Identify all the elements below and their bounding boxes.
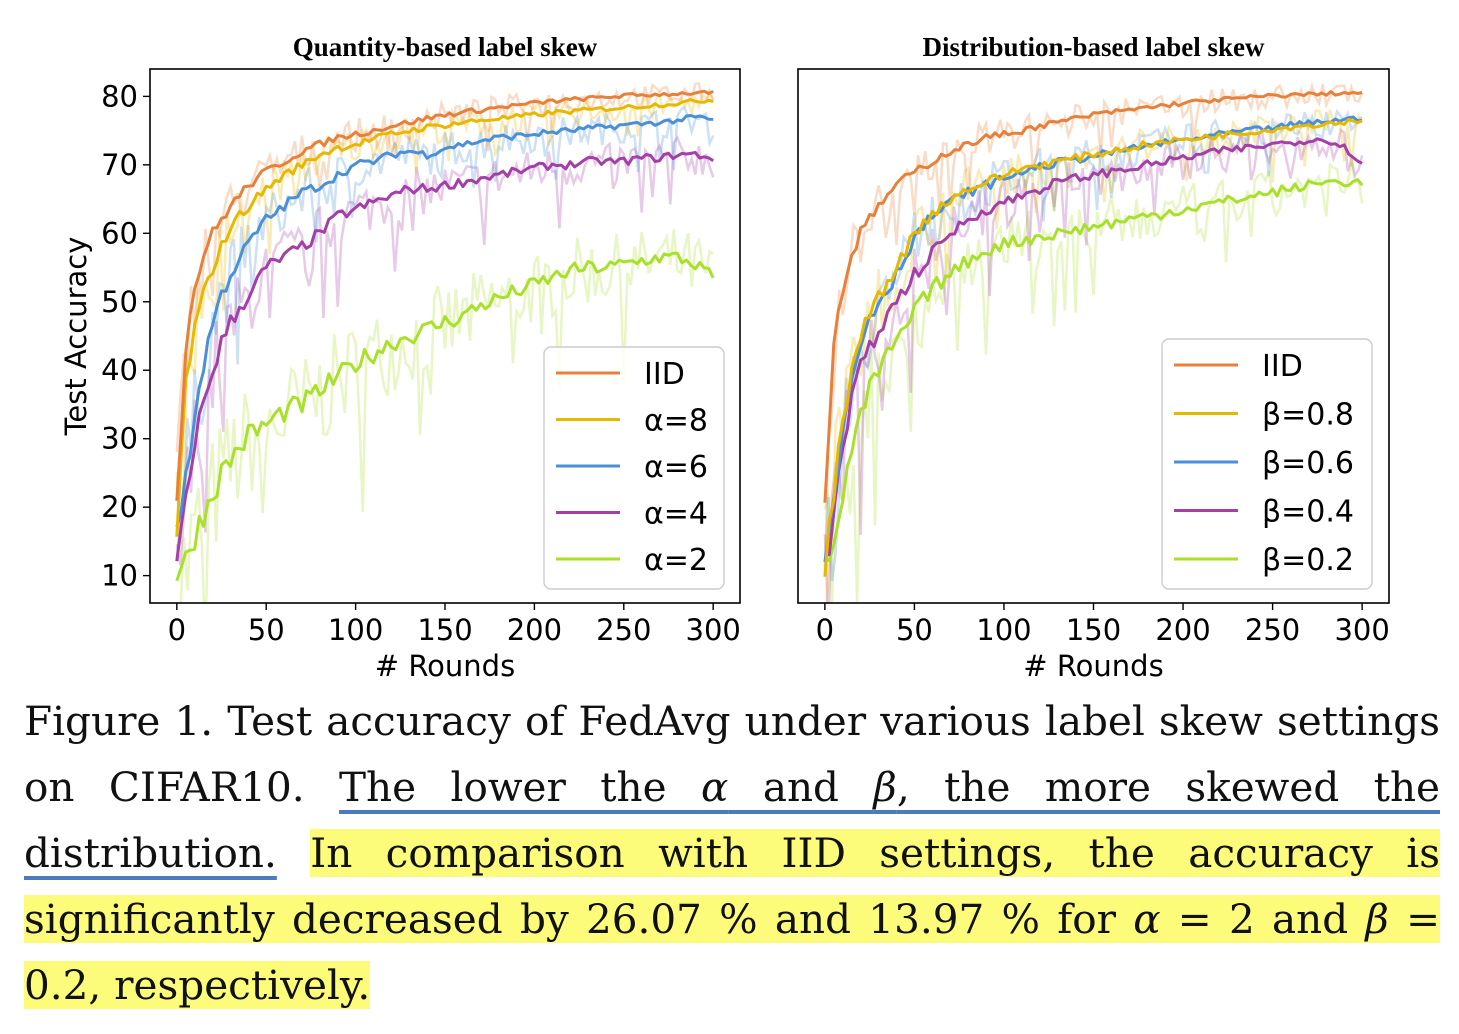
caption-highlighted-b: = 2 and <box>1160 895 1366 943</box>
figure-caption: Figure 1. Test accuracy of FedAvg under … <box>24 688 1441 1018</box>
y-tick-label: 80 <box>101 79 138 113</box>
x-tick-label: 250 <box>596 613 651 647</box>
series-line-β=0.8 <box>823 117 1363 577</box>
y-tick-label: 70 <box>101 148 138 182</box>
y-tick-label: 40 <box>101 353 138 387</box>
raw-curve <box>823 108 1363 582</box>
legend-entry: α=6 <box>644 450 708 485</box>
caption-highlighted-a: In comparison with IID settings, the acc… <box>24 829 1440 943</box>
x-tick-label: 200 <box>1155 613 1210 647</box>
caption-beta-2: β <box>1365 895 1389 943</box>
caption-underlined-sentence: The lower the α and β, the more skewed t… <box>24 763 1440 877</box>
chart-2: Distribution-based label skew 0 50 100 150 20… <box>797 32 1390 683</box>
y-tick-label: 50 <box>101 285 138 319</box>
chart-title: Quantity-based label skew <box>293 32 598 62</box>
series-line-α=2 <box>175 251 715 582</box>
x-axis-label: # Rounds <box>1023 649 1163 683</box>
x-tick-label: 200 <box>507 613 562 647</box>
legend-entry: IID <box>644 357 685 392</box>
series-line-α=6 <box>175 114 714 528</box>
legend: IID α=8 α=6 α=4 α=2 <box>543 346 725 590</box>
caption-underlined-a: The lower the <box>339 763 702 811</box>
x-tick-label: 300 <box>686 613 741 647</box>
raw-curve <box>175 81 715 453</box>
x-tick-label: 50 <box>248 613 285 647</box>
caption-highlighted-c: = 0.2, respectively. <box>24 895 1441 1009</box>
x-tick-label: 150 <box>417 613 472 647</box>
caption-underlined-b: and <box>728 763 874 811</box>
y-tick-label: 60 <box>101 216 138 250</box>
legend-entry: IID <box>1262 349 1303 384</box>
x-tick-label: 150 <box>1066 613 1121 647</box>
chart-1: Quantity-based label skew 0 50 100 150 200 250… <box>59 32 741 683</box>
x-tick-label: 250 <box>1245 613 1300 647</box>
legend-entry: α=4 <box>644 497 708 532</box>
legend-entry: β=0.4 <box>1262 495 1354 530</box>
caption-gap <box>277 829 310 877</box>
chart-title: Distribution-based label skew <box>922 32 1265 62</box>
series-line-α=4 <box>175 151 715 562</box>
legend-box <box>543 346 725 590</box>
legend-entry: β=0.2 <box>1262 543 1354 578</box>
series-line-IID <box>175 89 714 501</box>
x-tick-label: 50 <box>896 613 933 647</box>
x-tick-label: 100 <box>328 613 383 647</box>
legend: IID β=0.8 β=0.6 β=0.4 β=0.2 <box>1161 338 1373 590</box>
caption-underlined-c: , the more skewed the distribution. <box>24 763 1440 877</box>
raw-curve <box>823 126 1364 603</box>
raw-curve <box>175 135 715 566</box>
y-tick-label: 10 <box>101 559 138 593</box>
series-line-β=0.4 <box>824 137 1363 558</box>
legend-entry: α=2 <box>644 543 708 578</box>
caption-alpha-2: α <box>1133 895 1161 943</box>
legend-entry: β=0.6 <box>1262 446 1354 481</box>
caption-intro: Figure 1. Test accuracy of FedAvg under … <box>24 697 1440 811</box>
x-tick-label: 300 <box>1334 613 1389 647</box>
x-tick-label: 100 <box>976 613 1031 647</box>
legend-entry: α=8 <box>644 404 708 439</box>
y-tick-label: 30 <box>101 422 138 456</box>
series-line-β=0.2 <box>824 178 1364 563</box>
raw-curve <box>825 109 1364 603</box>
raw-curve <box>823 81 1364 576</box>
y-axis-label: Test Accuracy <box>59 237 93 437</box>
raw-curve <box>823 162 1364 603</box>
caption-alpha: α <box>701 763 729 811</box>
y-tick-label: 20 <box>101 490 138 524</box>
series-line-α=8 <box>175 98 714 537</box>
raw-curve <box>175 105 715 559</box>
x-tick-label: 0 <box>168 613 186 647</box>
legend-box <box>1161 338 1373 590</box>
raw-curves <box>823 81 1364 603</box>
x-axis-label: # Rounds <box>375 649 515 683</box>
x-tick-label: 0 <box>816 613 834 647</box>
legend-entry: β=0.8 <box>1262 398 1354 433</box>
series-line-IID <box>823 90 1363 503</box>
caption-beta: β <box>873 763 897 811</box>
